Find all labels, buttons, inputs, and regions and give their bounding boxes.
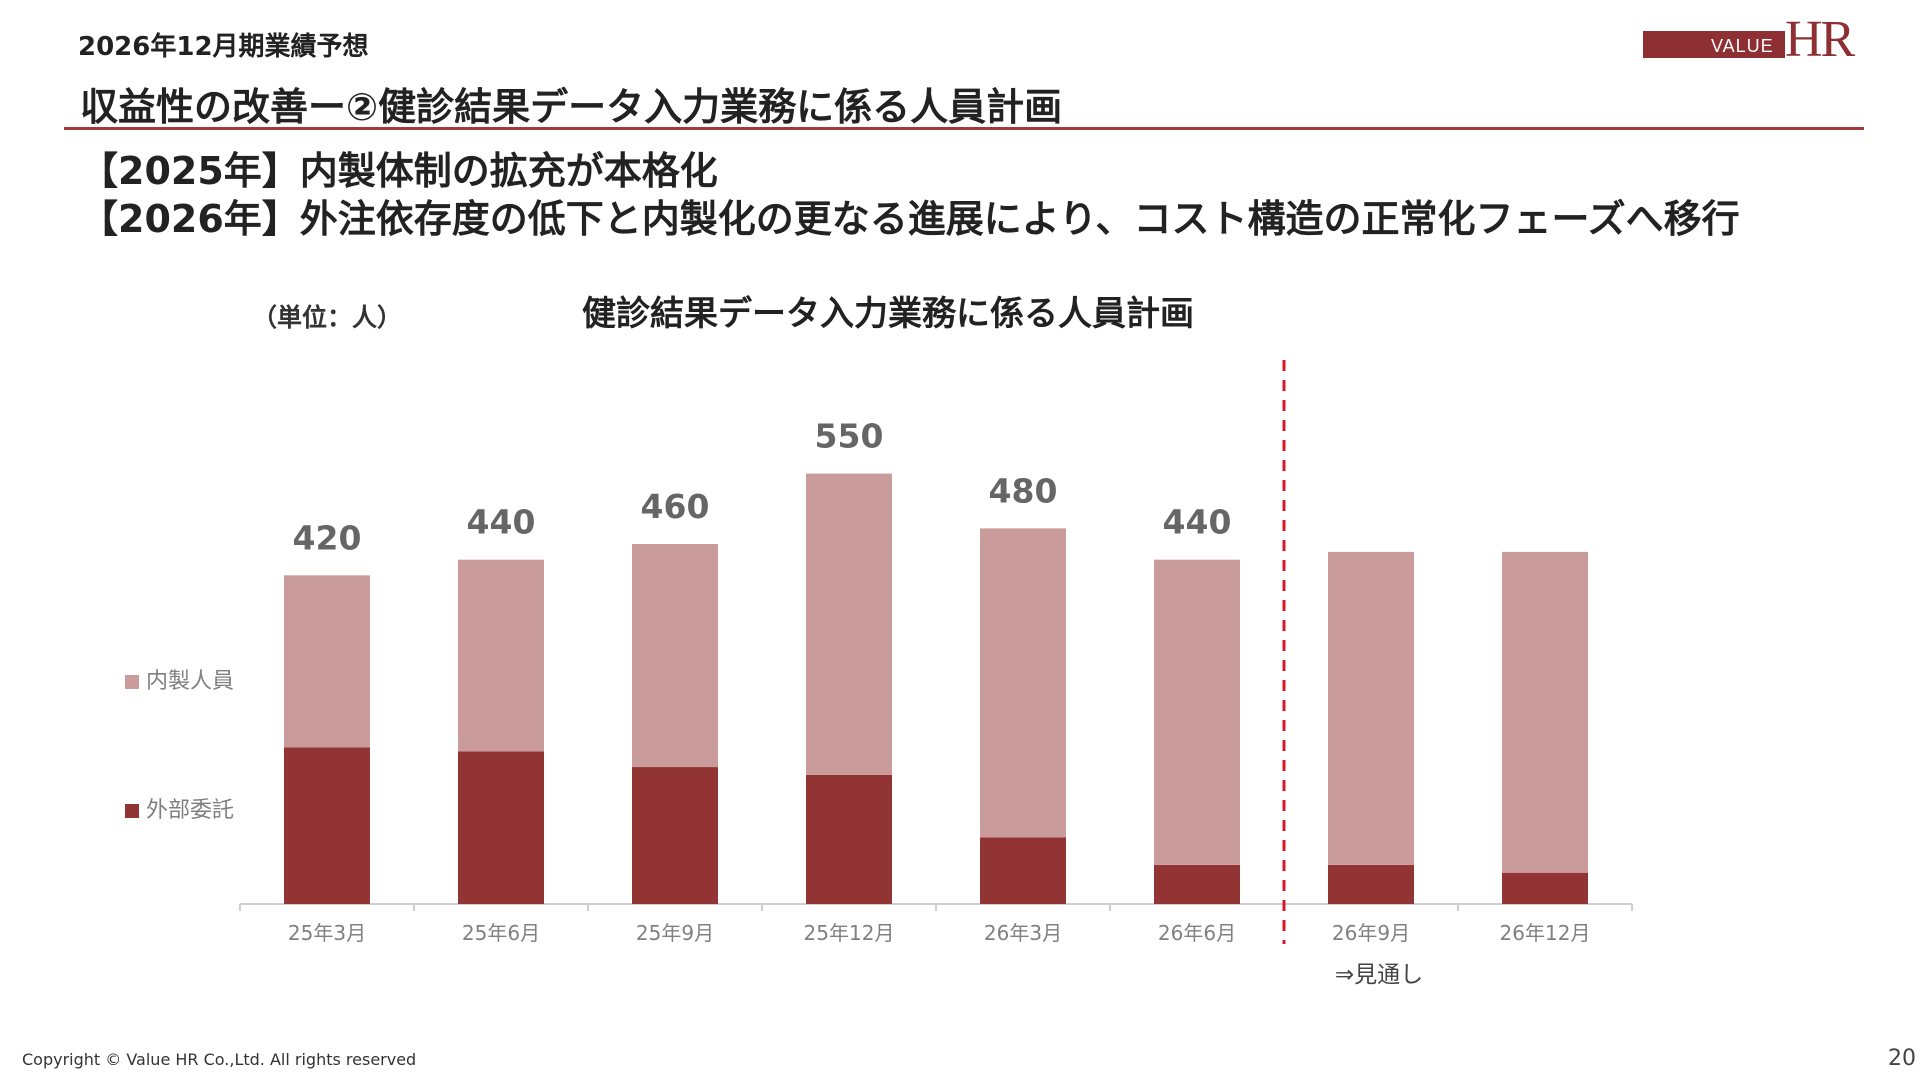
x-tick-label: 26年9月 [1332,921,1410,945]
copyright-text: Copyright © Value HR Co.,Ltd. All rights… [22,1050,417,1069]
bar-segment-inhouse [806,473,892,775]
forecast-label: ⇒見通し [1335,962,1423,988]
x-tick-label: 25年3月 [288,921,366,945]
x-tick-label: 26年6月 [1158,921,1236,945]
bar-segment-outsourced [1154,864,1240,904]
bar-total-label: 460 [641,487,710,526]
headline-2025: 【2025年】内製体制の拡充が本格化 [80,149,718,193]
value-hr-logo: VALUE HR [1643,11,1866,68]
headline-2026: 【2026年】外注依存度の低下と内製化の更なる進展により、コスト構造の正常化フェ… [80,197,1740,241]
bar-segment-inhouse [284,575,370,748]
bar-segment-inhouse [632,544,718,768]
x-tick-label: 25年9月 [636,921,714,945]
logo-hr-text: HR [1785,11,1855,68]
page-number: 20 [1888,1046,1916,1071]
legend-swatch [125,804,139,818]
bar-segment-outsourced [980,837,1066,904]
x-tick-label: 26年3月 [984,921,1062,945]
bar-segment-outsourced [1502,872,1588,904]
bar-segment-outsourced [1328,864,1414,904]
bar-total-label: 420 [293,518,362,557]
bar-segment-outsourced [458,751,544,904]
title-divider [64,127,1864,130]
chart-title: 健診結果データ入力業務に係る人員計画 [582,294,1194,334]
logo-bar [1643,31,1785,58]
bar-total-label: 440 [1163,503,1232,542]
x-tick-label: 25年6月 [462,921,540,945]
bar-segment-outsourced [806,774,892,904]
bar-segment-inhouse [458,559,544,752]
legend-label: 内製人員 [146,669,234,694]
bar-segment-inhouse [980,528,1066,838]
bar-segment-inhouse [1502,551,1588,873]
bar-total-label: 440 [467,503,536,542]
x-tick-label: 25年12月 [804,921,895,945]
legend-swatch [125,675,139,689]
page-title: 収益性の改善ー②健診結果データ入力業務に係る人員計画 [80,85,1063,129]
chart-unit-label: （単位：人） [252,303,403,332]
logo-value-text: VALUE [1711,36,1774,56]
x-tick-label: 26年12月 [1500,921,1591,945]
report-subtitle: 2026年12月期業績予想 [78,32,369,62]
bar-segment-outsourced [284,747,370,904]
legend-label: 外部委託 [146,798,234,823]
bar-segment-inhouse [1328,551,1414,865]
bar-total-label: 550 [815,417,884,456]
bar-segment-outsourced [632,767,718,904]
bar-segment-inhouse [1154,559,1240,865]
bar-total-label: 480 [989,471,1058,510]
